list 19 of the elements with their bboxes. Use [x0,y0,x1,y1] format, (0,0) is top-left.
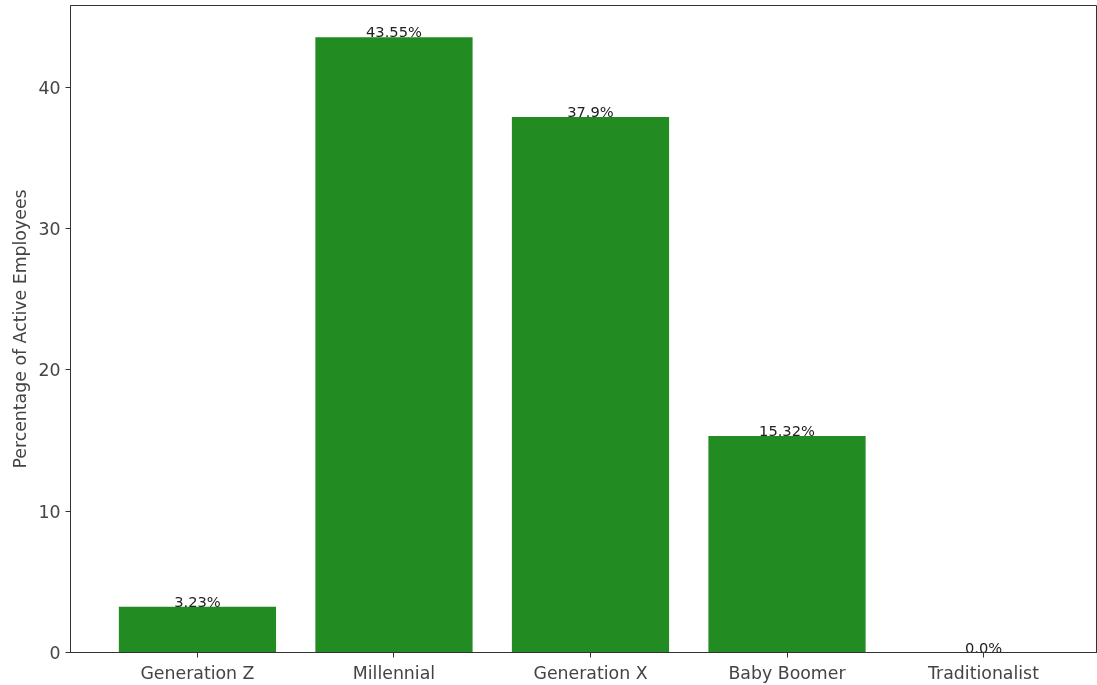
bar [511,117,670,653]
y-tick-label: 10 [38,501,61,522]
x-tick-label: Traditionalist [927,662,1040,683]
data-label: 43.55% [366,23,422,41]
y-tick-label: 30 [38,219,61,240]
y-tick-label: 20 [38,360,61,381]
bar [118,606,277,653]
data-label: 15.32% [759,422,816,440]
bar [315,37,473,653]
data-label: 37.9% [567,103,614,121]
bar [708,436,866,653]
x-tick-label: Baby Boomer [728,662,847,683]
x-tick-label: Generation X [533,662,648,683]
y-axis-title: Percentage of Active Employees [10,189,31,469]
y-tick-label: 40 [38,77,61,98]
x-tick-label: Generation Z [140,662,255,683]
x-tick-label: Millennial [352,662,436,683]
data-label: 3.23% [174,592,221,610]
y-tick-label: 0 [49,643,61,663]
